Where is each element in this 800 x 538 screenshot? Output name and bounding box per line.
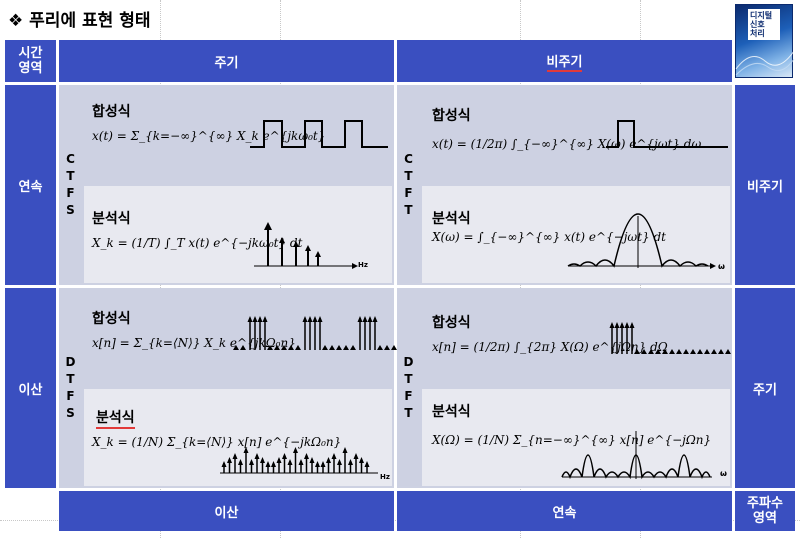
dtft-letter: F [404, 389, 413, 403]
ctfs-line-spectrum-plot [254, 222, 358, 269]
dtft-periodic-sinc-plot [561, 431, 712, 480]
dtft-synthesis-panel: 합성식 x[n] = (1/2π) ∫_{2π} X(Ω) e^{jΩn} dΩ [422, 290, 731, 385]
ctfs-letter: C [66, 152, 75, 166]
dtfs-spectrum-plot [220, 447, 378, 474]
dtfs-label: D T F S [59, 288, 82, 488]
dtfs-letter: D [65, 355, 76, 369]
ctfs-square-wave-plot [250, 120, 388, 148]
slide-title: ❖ 푸리에 표현 형태 [8, 6, 151, 31]
ctfs-axis-label: Hz [358, 261, 368, 269]
ctfs-analysis-label: 분석식 [92, 211, 131, 227]
ctft-letter: F [404, 186, 413, 200]
ctft-axis-label: ω [718, 262, 725, 271]
ctfs-label: C T F S [59, 85, 82, 285]
ctfs-letter: T [66, 169, 75, 183]
dtfs-periodic-sequence-plot [233, 316, 397, 350]
dtft-synthesis-equation: x[n] = (1/2π) ∫_{2π} X(Ω) e^{jΩn} dΩ [432, 340, 668, 354]
continuous-bottom-header: 연속 [397, 491, 732, 531]
dtfs-synthesis-equation: x[n] = Σ_{k=⟨N⟩} X_k e^{jkΩ₀n} [92, 336, 296, 350]
aperiodic-top-header: 비주기 [397, 40, 732, 82]
dtft-analysis-equation: X(Ω) = (1/N) Σ_{n=−∞}^{∞} x[n] e^{−jΩn} [432, 433, 712, 447]
dtft-label: D T F T [397, 288, 420, 488]
dtft-synthesis-label: 합성식 [432, 315, 471, 331]
ctfs-synthesis-panel: 합성식 x(t) = Σ_{k=−∞}^{∞} X_k e^{jkω₀t} [84, 87, 392, 182]
dtft-analysis-panel: 분석식 X(Ω) = (1/N) Σ_{n=−∞}^{∞} x[n] e^{−j… [422, 389, 730, 486]
ctfs-analysis-equation: X_k = (1/T) ∫_T x(t) e^{−jkω₀t} dt [92, 236, 303, 250]
book-cover-image: 디지털 신호 처리 [735, 4, 795, 78]
dtfs-analysis-equation: X_k = (1/N) Σ_{k=⟨N⟩} x[n] e^{−jkΩ₀n} [92, 435, 342, 449]
freq-domain-header: 주파수 영역 [735, 491, 795, 531]
periodic-right-header: 주기 [735, 288, 795, 488]
ctft-analysis-panel: 분석식 X(ω) = ∫_{−∞}^{∞} x(t) e^{−jωt} dt ω [422, 186, 730, 283]
dtft-axis-label: ω [720, 469, 727, 478]
dtft-letter: T [404, 372, 413, 386]
ctft-synthesis-label: 합성식 [432, 108, 471, 124]
dtfs-synthesis-label: 합성식 [92, 311, 131, 327]
discrete-left-header: 이산 [5, 288, 56, 488]
dtft-analysis-label: 분석식 [432, 404, 471, 420]
ctft-analysis-equation: X(ω) = ∫_{−∞}^{∞} x(t) e^{−jωt} dt [432, 230, 666, 244]
dtfs-synthesis-panel: 합성식 x[n] = Σ_{k=⟨N⟩} X_k e^{jkΩ₀n} [84, 290, 397, 385]
aperiodic-right-header: 비주기 [735, 85, 795, 285]
ctft-pulse-plot [606, 120, 728, 148]
dtfs-letter: S [66, 406, 75, 420]
dtfs-letter: T [66, 372, 75, 386]
dtft-pulse-sequence-plot [609, 322, 731, 354]
ctft-sinc-plot [567, 213, 716, 269]
aperiodic-top-label: 비주기 [546, 51, 583, 72]
dtfs-analysis-label: 분석식 [96, 407, 135, 429]
continuous-left-header: 연속 [5, 85, 56, 285]
time-domain-header: 시간 영역 [5, 40, 56, 82]
ctft-letter: T [404, 203, 413, 217]
book-cover-title: 디지털 신호 처리 [748, 9, 780, 40]
periodic-top-header: 주기 [59, 40, 394, 82]
ctft-label: C T F T [397, 85, 420, 285]
ctfs-synthesis-equation: x(t) = Σ_{k=−∞}^{∞} X_k e^{jkω₀t} [92, 129, 326, 143]
dtft-letter: T [404, 406, 413, 420]
ctfs-letter: S [66, 203, 75, 217]
diamond-bullet-icon: ❖ [8, 11, 24, 31]
title-text: 푸리에 표현 형태 [29, 11, 151, 31]
dtfs-axis-label: Hz [380, 473, 390, 481]
ctft-synthesis-panel: 합성식 x(t) = (1/2π) ∫_{−∞}^{∞} X(ω) e^{jωt… [422, 87, 730, 182]
dtfs-analysis-panel: 분석식 X_k = (1/N) Σ_{k=⟨N⟩} x[n] e^{−jkΩ₀n… [84, 389, 392, 486]
ctft-letter: C [404, 152, 413, 166]
ctft-letter: T [404, 169, 413, 183]
book-wave-art [735, 50, 795, 76]
dtft-letter: D [403, 355, 414, 369]
dtfs-letter: F [66, 389, 75, 403]
ctfs-letter: F [66, 186, 75, 200]
ctft-analysis-label: 분석식 [432, 211, 471, 227]
discrete-bottom-header: 이산 [59, 491, 394, 531]
ctfs-synthesis-label: 합성식 [92, 104, 131, 120]
ctfs-analysis-panel: 분석식 X_k = (1/T) ∫_T x(t) e^{−jkω₀t} dt H… [84, 186, 392, 283]
